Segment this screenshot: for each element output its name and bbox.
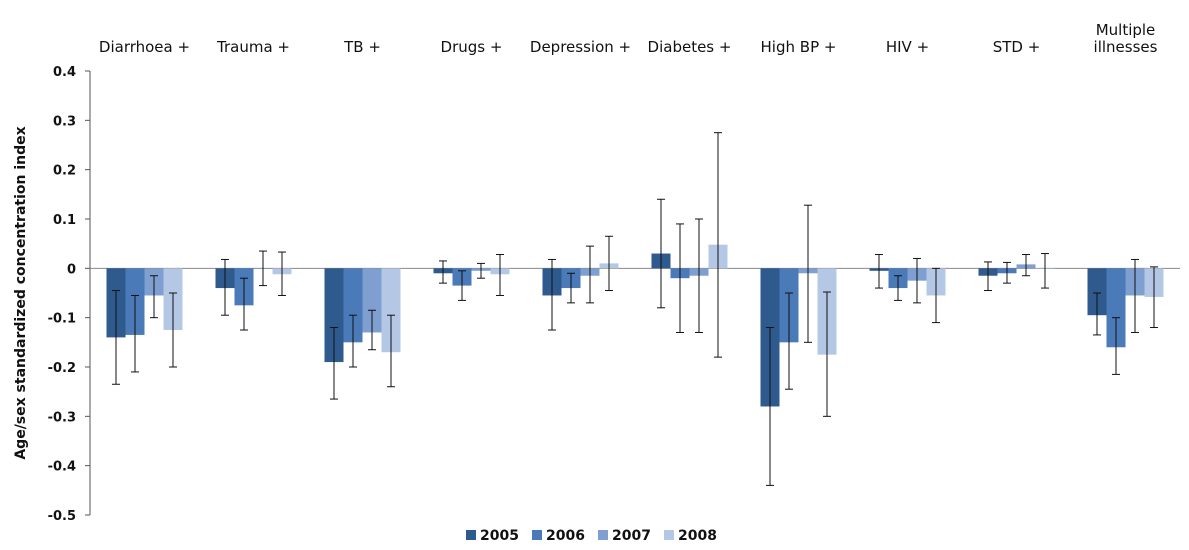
bar-2006 — [1106, 268, 1126, 348]
legend-label-2005: 2005 — [480, 528, 519, 544]
category-label: Multiple illnesses — [1094, 21, 1158, 56]
y-tick-label: -0.5 — [48, 509, 76, 524]
bar-2007 — [362, 268, 382, 333]
legend-label-2008: 2008 — [678, 528, 717, 544]
category-label: Drugs + — [441, 38, 503, 56]
category-label: Diabetes + — [648, 38, 732, 56]
bar-2005 — [1087, 268, 1107, 316]
category-label: HIV + — [886, 38, 929, 56]
bar-2008 — [381, 268, 401, 353]
y-tick-label: 0.4 — [53, 65, 76, 80]
error-bars — [112, 132, 1158, 486]
legend-swatch-2008 — [664, 530, 674, 540]
category-label: TB + — [343, 38, 381, 56]
legend-label-2006: 2006 — [546, 528, 585, 544]
legend-swatch-2005 — [466, 530, 476, 540]
bar-2006 — [343, 268, 363, 343]
legend-label-2007: 2007 — [612, 528, 651, 544]
legend-swatch-2006 — [532, 530, 542, 540]
y-tick-label: -0.1 — [48, 312, 76, 327]
category-labels: Diarrhoea + Trauma + TB + Drugs + Depression… — [99, 21, 1158, 56]
bar-2005 — [324, 268, 344, 363]
category-label: Trauma + — [216, 38, 290, 56]
category-label: Depression + — [530, 38, 631, 56]
y-tick-label: -0.3 — [48, 410, 76, 425]
axes: 0.4 0.3 0.2 0.1 0 -0.1 -0.2 -0.3 -0.4 -0.5 — [48, 65, 1180, 524]
category-label: STD + — [993, 38, 1041, 56]
y-tick-label: 0.3 — [53, 114, 76, 129]
legend-swatch-2007 — [598, 530, 608, 540]
y-axis-title-group: Age/sex standardized concentration index — [13, 126, 29, 459]
y-tick-label: 0 — [67, 262, 76, 277]
category-label: Diarrhoea + — [99, 38, 190, 56]
category-label: High BP + — [761, 38, 837, 56]
y-tick-label: -0.2 — [48, 361, 76, 376]
y-axis-title: Age/sex standardized concentration index — [13, 126, 29, 459]
legend: 2005 2006 2007 2008 — [466, 528, 717, 544]
y-tick-label: 0.2 — [53, 164, 76, 179]
y-tick-label: -0.4 — [48, 460, 76, 475]
bars — [106, 244, 1164, 407]
y-tick-label: 0.1 — [53, 213, 76, 228]
